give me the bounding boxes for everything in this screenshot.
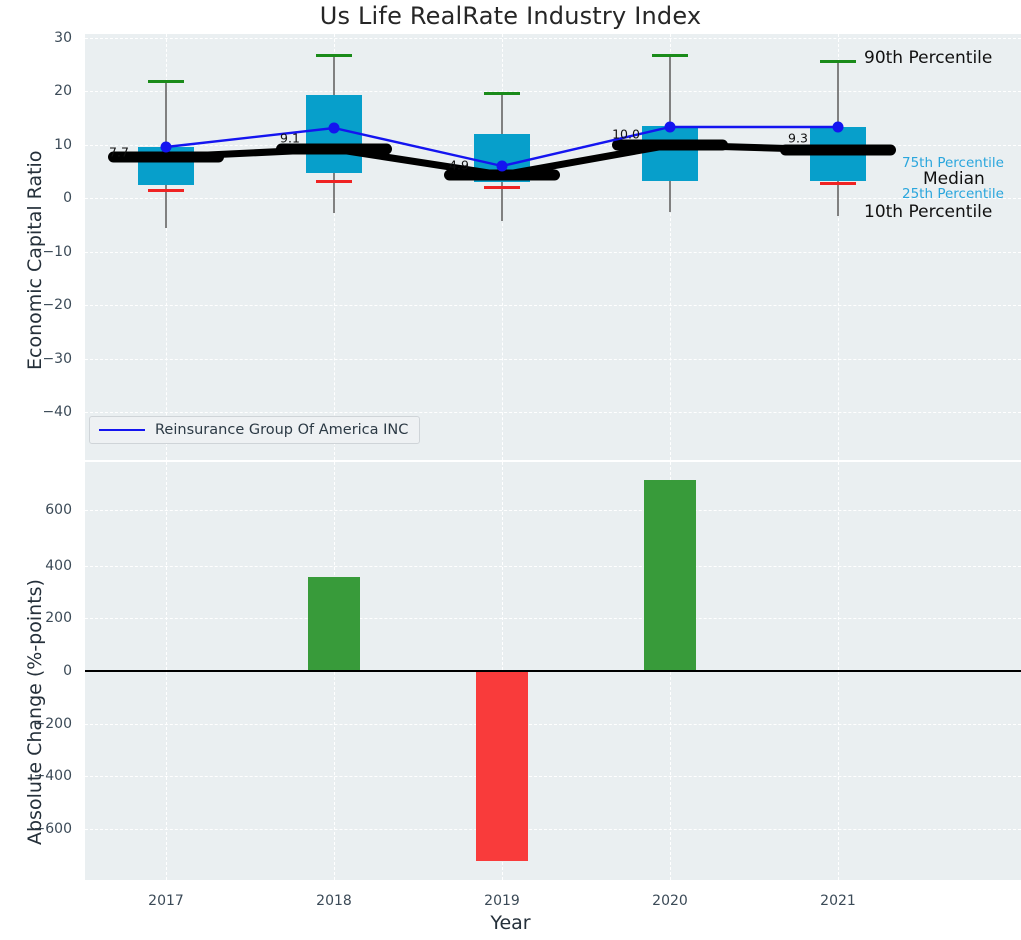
xtick-2018: 2018 — [316, 893, 352, 909]
median-label-2019: 4.9 — [449, 157, 469, 173]
xtick-2019: 2019 — [484, 893, 520, 909]
ytick-top-minus10: −10 — [42, 244, 72, 260]
gridline-minus30 — [85, 359, 1021, 360]
gridline-minus20 — [85, 305, 1021, 306]
gridline-200 — [85, 618, 1021, 619]
gridline-minus40 — [85, 412, 1021, 413]
legend[interactable]: Reinsurance Group Of America INC — [89, 416, 421, 444]
annotation-75th-percentile: 75th Percentile — [902, 155, 1004, 171]
vgridline-2018 — [334, 34, 335, 460]
ytick-top-20: 20 — [54, 83, 72, 99]
legend-label: Reinsurance Group Of America INC — [155, 422, 409, 438]
gridline-minus10 — [85, 252, 1021, 253]
xtick-2017: 2017 — [148, 893, 184, 909]
p90-cap-2020 — [652, 54, 688, 57]
annotation-25th-percentile: 25th Percentile — [902, 186, 1004, 202]
ytick-bot-minus200: −200 — [33, 716, 72, 732]
median-label-2018: 9.1 — [280, 130, 300, 146]
p10-cap-2017 — [148, 189, 184, 192]
y-axis-label-bottom: Absolute Change (%-points) — [24, 579, 46, 845]
company-series-line — [160, 121, 844, 172]
gridline-minus600 — [85, 829, 1021, 830]
median-label-2017: 7.7 — [109, 144, 129, 160]
p90-cap-2017 — [148, 80, 184, 83]
gridline-10 — [85, 145, 1021, 146]
zero-baseline — [85, 670, 1021, 673]
p10-cap-2018 — [316, 180, 352, 183]
x-axis-label: Year — [490, 912, 531, 934]
gridline-30 — [85, 38, 1021, 39]
ytick-bot-400: 400 — [45, 558, 72, 574]
ytick-top-minus40: −40 — [42, 404, 72, 420]
gridline-20 — [85, 91, 1021, 92]
p90-cap-2021 — [820, 60, 856, 63]
p90-cap-2019 — [484, 92, 520, 95]
annotation-10th-percentile: 10th Percentile — [864, 202, 993, 222]
ytick-bot-minus600: −600 — [33, 821, 72, 837]
annotation-90th-percentile: 90th Percentile — [864, 48, 993, 68]
box-2018 — [306, 95, 362, 173]
gridline-0 — [85, 198, 1021, 199]
xtick-2020: 2020 — [652, 893, 688, 909]
economic-capital-ratio-plot-area: 7.7 9.1 4.9 10.0 9.3 90th Percentile 75t… — [85, 34, 1021, 460]
ytick-top-30: 30 — [54, 30, 72, 46]
vgridline-2017 — [166, 34, 167, 460]
gridline-600 — [85, 510, 1021, 511]
ytick-bot-0: 0 — [63, 663, 72, 679]
vgridline-2019 — [502, 34, 503, 460]
median-label-2021: 9.3 — [788, 130, 808, 146]
p10-cap-2021 — [820, 182, 856, 185]
absolute-change-plot-area — [85, 462, 1021, 880]
bar-2018 — [308, 577, 360, 671]
chart-title: Us Life RealRate Industry Index — [319, 2, 702, 30]
y-axis-label-top: Economic Capital Ratio — [24, 150, 46, 370]
median-connector-line — [165, 141, 839, 179]
bar-2020 — [644, 480, 696, 671]
p10-cap-2019 — [484, 186, 520, 189]
gridline-minus200 — [85, 724, 1021, 725]
ytick-top-minus30: −30 — [42, 351, 72, 367]
p90-cap-2018 — [316, 54, 352, 57]
gridline-400 — [85, 566, 1021, 567]
ytick-top-minus20: −20 — [42, 297, 72, 313]
xtick-2021: 2021 — [820, 893, 856, 909]
box-2020 — [642, 126, 698, 181]
ytick-top-0: 0 — [63, 190, 72, 206]
ytick-bot-200: 200 — [45, 610, 72, 626]
vgridline-2021 — [838, 34, 839, 460]
gridline-minus400 — [85, 776, 1021, 777]
ytick-top-10: 10 — [54, 137, 72, 153]
ytick-bot-minus400: −400 — [33, 768, 72, 784]
vgridline-2020 — [670, 34, 671, 460]
ytick-bot-600: 600 — [45, 502, 72, 518]
bar-2019 — [476, 671, 528, 861]
median-label-2020: 10.0 — [612, 126, 640, 142]
annotation-median: Median — [923, 169, 985, 189]
legend-line-swatch — [99, 429, 145, 431]
